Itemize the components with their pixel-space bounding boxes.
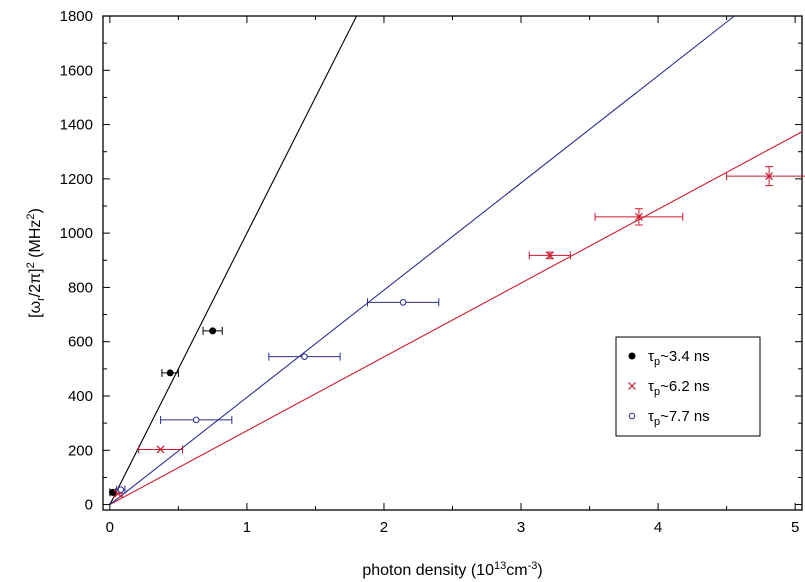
x-marker-stroke [545, 251, 554, 260]
x-tick-label: 1 [243, 519, 251, 536]
legend-label-prefix: τ [648, 378, 654, 395]
legend-marker [628, 352, 636, 360]
x-axis-title: photon density (1013cm-3) [362, 560, 542, 579]
x-title-sup: 13 [494, 560, 506, 572]
legend-box [615, 336, 761, 437]
x-title-text: photon density (10 [362, 562, 494, 579]
data-point [117, 486, 125, 493]
fit-line [109, 15, 735, 506]
x-marker-stroke [156, 445, 165, 454]
y-tick-label: 1600 [60, 62, 93, 79]
data-point [109, 488, 117, 496]
data-point [166, 369, 174, 377]
y-title-text: ) [27, 208, 44, 213]
data-point [399, 299, 407, 306]
data-point [209, 327, 217, 335]
fit-line [109, 15, 358, 505]
legend-label-sub: p [654, 416, 660, 428]
y-title-sup: 2 [25, 213, 37, 219]
data-point [156, 445, 165, 454]
legend-label-suffix: ~7.7 ns [660, 408, 710, 425]
y-tick-label: 0 [85, 497, 93, 514]
x-marker-stroke [765, 172, 774, 181]
x-tick-label: 2 [380, 519, 388, 536]
y-title-sup: 2 [25, 262, 37, 268]
y-title-text: /2π] [27, 268, 44, 297]
x-tick-label: 4 [654, 519, 662, 536]
tick-labels: 0 1 2 3 4 5 0 200 400 600 800 1000 1200 1400 1600 1800 [60, 8, 800, 536]
data-point [545, 251, 554, 260]
y-tick-label: 1000 [60, 225, 93, 242]
y-tick-label: 200 [68, 442, 93, 459]
y-axis-title: [ωr/2π]2 (MHz2) [25, 208, 47, 318]
legend-label-sub: p [654, 386, 660, 398]
data-markers [109, 172, 774, 498]
data-point [765, 172, 774, 181]
y-tick-label: 800 [68, 279, 93, 296]
y-title-sub: r [35, 297, 47, 301]
legend-label-sub: p [654, 356, 660, 368]
y-tick-label: 1200 [60, 171, 93, 188]
x-tick-label: 3 [517, 519, 525, 536]
legend-marker [628, 382, 636, 390]
y-tick-label: 400 [68, 388, 93, 405]
legend-marker [628, 412, 636, 420]
legend-label: τp~7.7 ns [648, 408, 710, 428]
x-tick-label: 5 [791, 519, 799, 536]
legend-label: τp~3.4 ns [648, 348, 710, 368]
x-marker-stroke [628, 382, 636, 390]
legend-label-prefix: τ [648, 408, 654, 425]
legend-label-prefix: τ [648, 348, 654, 365]
axis-ticks [103, 15, 802, 510]
x-title-text: ) [537, 562, 542, 579]
y-tick-label: 1400 [60, 117, 93, 134]
x-title-text: cm [506, 562, 527, 579]
x-marker-stroke [634, 212, 643, 221]
y-title-text: (MHz [27, 220, 44, 263]
fit-line [109, 131, 803, 506]
data-point [301, 353, 308, 360]
legend-label-suffix: ~3.4 ns [660, 348, 710, 365]
y-tick-label: 1800 [60, 8, 93, 25]
x-tick-label: 0 [106, 519, 114, 536]
data-point [634, 212, 643, 221]
fit-lines [109, 15, 803, 506]
legend-label-suffix: ~6.2 ns [660, 378, 710, 395]
legend-label: τp~6.2 ns [648, 378, 710, 398]
data-point [192, 416, 200, 424]
y-tick-label: 600 [68, 334, 93, 351]
y-title-text: [ω [27, 301, 44, 318]
x-title-sup: -3 [528, 560, 538, 572]
